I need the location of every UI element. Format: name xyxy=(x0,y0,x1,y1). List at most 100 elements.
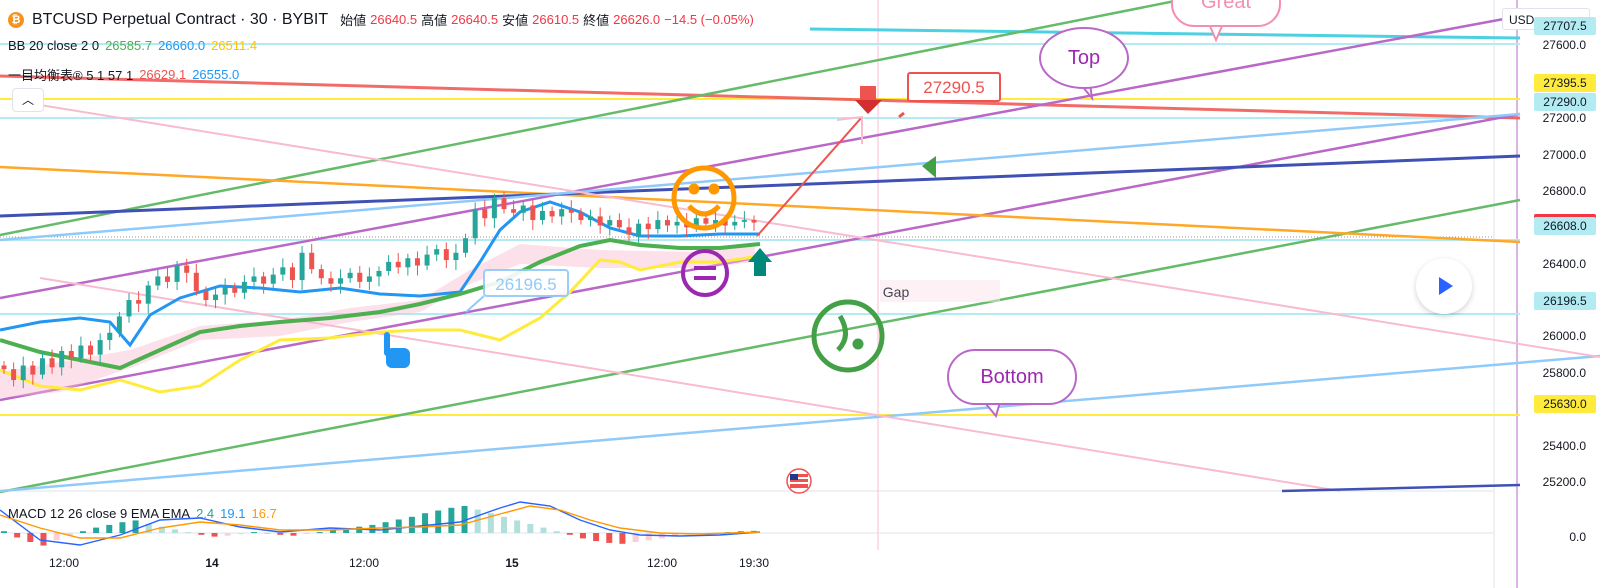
ichimoku-legend[interactable]: 一目均衡表® 5 1 57 1 26629.1 26555.0 xyxy=(8,65,239,84)
macd-bar xyxy=(237,533,244,534)
candle-body xyxy=(328,278,334,284)
hand-pointer-icon xyxy=(384,332,410,368)
up-arrow-marker xyxy=(748,248,772,262)
macd-bar xyxy=(566,533,573,535)
macd-bar xyxy=(172,529,179,533)
macd-bar xyxy=(329,530,336,533)
bb-legend[interactable]: BB 20 close 2 0 26585.7 26660.0 26511.4 xyxy=(8,38,257,53)
gap-box xyxy=(880,280,1000,302)
trendline-red xyxy=(0,74,1521,120)
candle-body xyxy=(174,265,180,282)
candle-body xyxy=(270,274,276,284)
macd-value-1: 2.4 xyxy=(196,506,215,521)
macd-bar xyxy=(27,533,34,542)
great-text: Great xyxy=(1201,0,1251,13)
macd-bar xyxy=(461,506,468,533)
macd-bar xyxy=(606,533,613,543)
price-tick: 25200.0 xyxy=(1542,474,1586,489)
price-tick: 27200.0 xyxy=(1542,111,1586,126)
macd-bar xyxy=(14,533,21,538)
trendline-cyan xyxy=(809,27,1521,40)
macd-bar xyxy=(474,509,481,533)
candle-body xyxy=(693,218,699,228)
macd-bar xyxy=(408,516,415,533)
symbol-legend[interactable]: ₿ BTCUSD Perpetual Contract · 30 · BYBIT… xyxy=(8,10,754,29)
macd-bar xyxy=(501,516,507,533)
candle-body xyxy=(597,216,603,226)
candle-body xyxy=(184,265,190,273)
target-price-box xyxy=(907,72,1001,102)
smiley-happy-icon xyxy=(671,165,737,231)
candle-body xyxy=(732,221,738,226)
time-tick: 12:00 xyxy=(646,556,678,570)
candle-body xyxy=(655,220,661,230)
macd-bar xyxy=(316,532,323,534)
ichimoku-value-1: 26629.1 xyxy=(139,67,187,82)
bb-value-2: 26660.0 xyxy=(158,38,206,53)
candle-body xyxy=(155,276,161,286)
trendline-lightblue-lower xyxy=(0,354,1600,493)
candle-body xyxy=(520,205,526,213)
candle-body xyxy=(116,316,122,333)
macd-bar xyxy=(553,531,560,533)
macd-bar xyxy=(264,533,271,534)
candle-body xyxy=(588,216,594,221)
price-tag: 26196.5 xyxy=(1534,291,1596,310)
time-tick: 19:30 xyxy=(738,556,770,570)
candle-body xyxy=(338,278,344,284)
collapse-legend-button[interactable]: ︿ xyxy=(12,88,44,112)
close-value: 26626.0 xyxy=(613,12,661,27)
trendline-navy-bottom xyxy=(1281,483,1521,493)
close-label: 終値 xyxy=(583,13,610,28)
macd-zero-tick: 0.0 xyxy=(1569,530,1586,544)
candle-body xyxy=(713,220,719,224)
macd-legend[interactable]: MACD 12 26 close 9 EMA EMA 2.4 19.1 16.7 xyxy=(8,506,277,521)
time-tick: 14 xyxy=(205,556,219,570)
candle-body xyxy=(530,205,536,221)
candle-body xyxy=(424,254,430,266)
candle-body xyxy=(309,252,315,270)
bb-upper-band xyxy=(0,200,760,348)
candle-body xyxy=(78,345,84,359)
top-text: Top xyxy=(1068,47,1100,69)
candle-body xyxy=(318,269,324,279)
candle-body xyxy=(213,294,219,301)
low-value: 26610.5 xyxy=(532,12,580,27)
macd-bar xyxy=(198,533,205,535)
high-label: 高値 xyxy=(421,13,448,28)
bitcoin-icon: ₿ xyxy=(8,11,24,28)
macd-bar xyxy=(672,533,679,537)
candle-body xyxy=(136,300,142,304)
candle-body xyxy=(203,290,209,301)
macd-bar xyxy=(40,533,47,546)
candle-body xyxy=(414,258,420,266)
top-bubble xyxy=(1039,27,1129,102)
candle-body xyxy=(626,227,632,235)
price-tick: 26400.0 xyxy=(1542,256,1586,271)
fib-label-text: 26196.5 xyxy=(495,275,556,294)
candle-body xyxy=(261,276,267,284)
macd-bar xyxy=(343,528,350,533)
price-tick: 25400.0 xyxy=(1542,438,1586,453)
play-button[interactable] xyxy=(1416,258,1472,314)
candle-body xyxy=(1,365,7,370)
left-arrow-marker xyxy=(922,156,936,178)
ichimoku-value-2: 26555.0 xyxy=(192,67,240,82)
bottom-bubble xyxy=(947,349,1077,419)
macd-bar xyxy=(290,533,297,536)
trendline-pink-1 xyxy=(39,104,1600,358)
macd-bar xyxy=(53,533,60,541)
candle-body xyxy=(549,210,555,217)
macd-bar xyxy=(435,510,442,533)
candle-body xyxy=(722,220,728,226)
macd-bar xyxy=(645,533,652,541)
price-tag: 26608.0 xyxy=(1534,216,1596,235)
macd-value-3: 16.7 xyxy=(251,506,277,521)
macd-bar xyxy=(487,513,494,533)
candle-body xyxy=(559,209,565,217)
change-value: −14.5 (−0.05%) xyxy=(664,12,754,27)
candle-body xyxy=(491,198,497,219)
trendline-green-upper xyxy=(0,0,1181,237)
ichimoku-cloud xyxy=(0,244,755,398)
